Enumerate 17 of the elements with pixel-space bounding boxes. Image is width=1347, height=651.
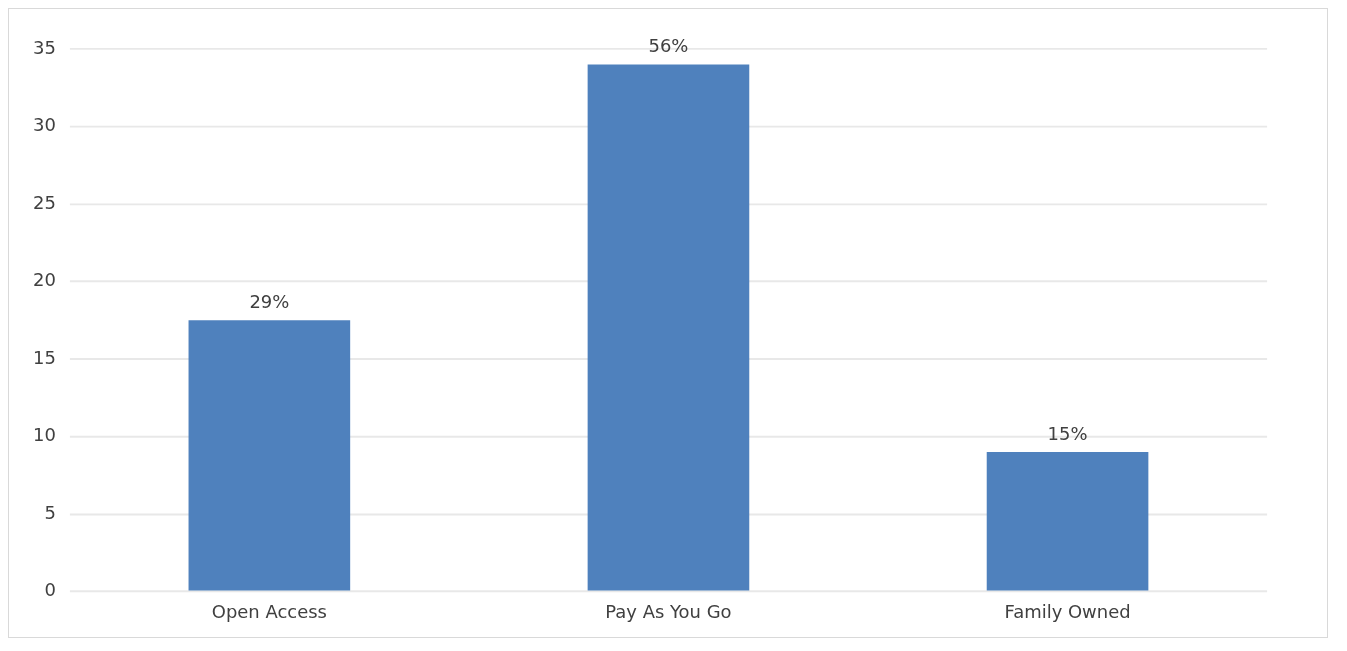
- y-tick-label: 25: [32, 191, 56, 213]
- y-tick-label: 0: [44, 579, 56, 601]
- x-tick-label: Open Access: [211, 600, 327, 622]
- annotation: 29%: [249, 290, 290, 312]
- bar: [188, 320, 351, 591]
- y-tick-label: 15: [32, 346, 56, 368]
- x-tick-label: Pay As You Go: [605, 600, 732, 622]
- y-tick-label: 35: [32, 36, 56, 58]
- x-tick-label: Family Owned: [1004, 600, 1131, 622]
- y-tick-label: 20: [32, 269, 56, 291]
- y-tick-label: 30: [32, 114, 56, 136]
- bar: [587, 64, 750, 591]
- annotation: 56%: [648, 35, 689, 57]
- bar: [986, 452, 1149, 591]
- annotation: 15%: [1047, 422, 1088, 444]
- y-tick-label: 10: [32, 424, 56, 446]
- y-tick-label: 5: [44, 501, 56, 523]
